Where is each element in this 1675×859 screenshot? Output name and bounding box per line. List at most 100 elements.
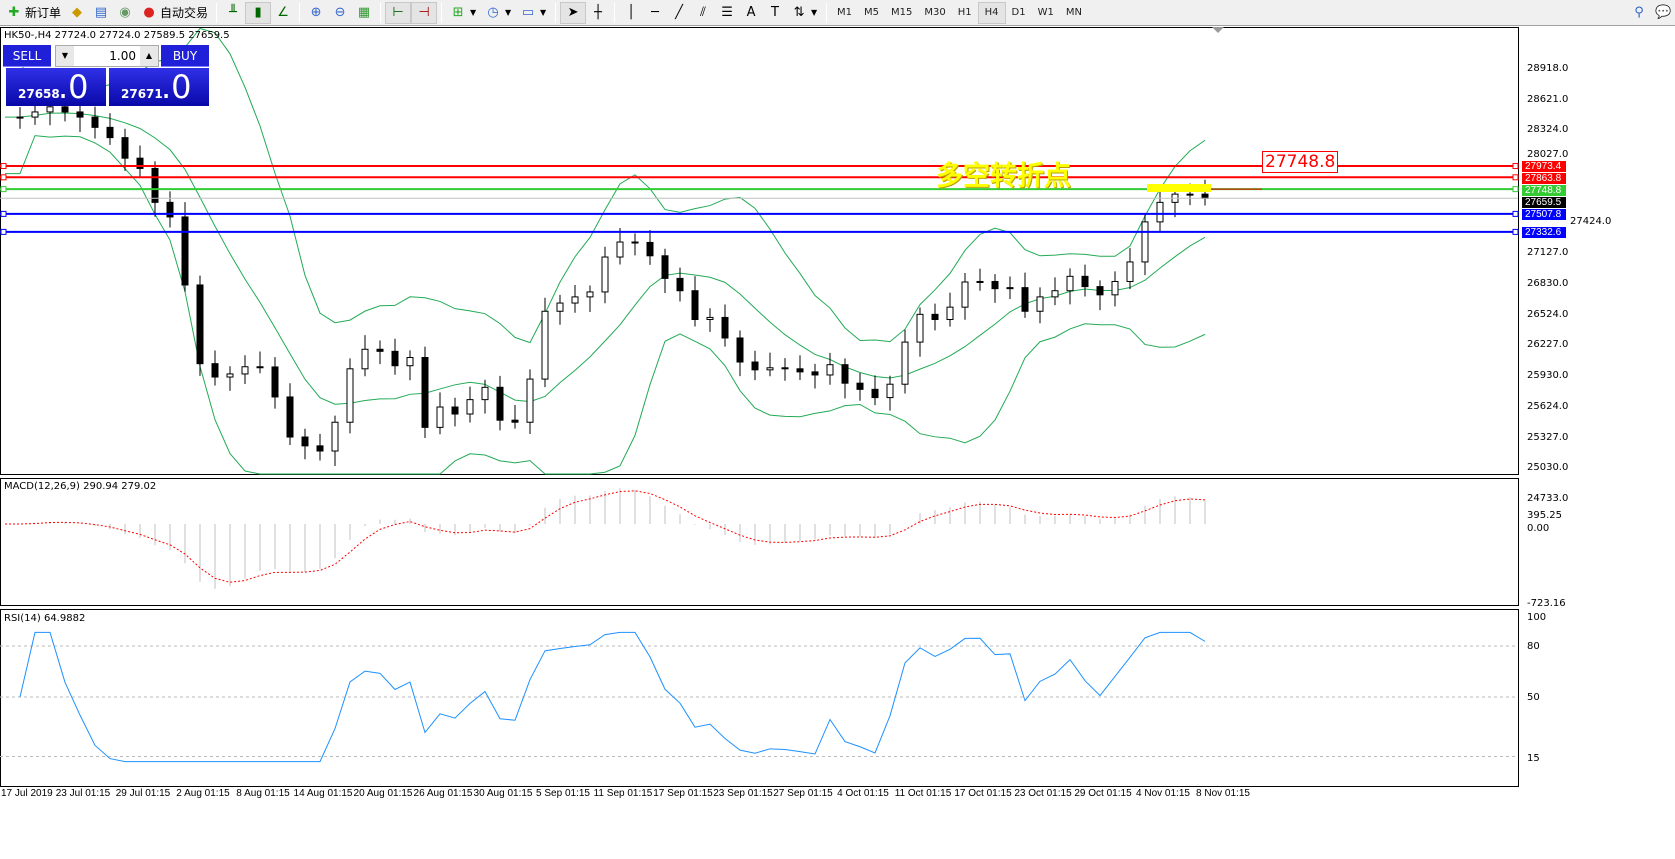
time-axis-label: 27 Sep 01:15 bbox=[773, 788, 833, 799]
level-handle bbox=[1512, 210, 1519, 217]
indicators-button[interactable]: ⊞ ▼ bbox=[446, 2, 481, 24]
decrease-lot-button[interactable]: ▼ bbox=[56, 46, 74, 66]
timeframe-h1[interactable]: H1 bbox=[957, 7, 972, 18]
market-watch-button[interactable]: ◆ bbox=[65, 2, 89, 24]
time-axis-label: 11 Sep 01:15 bbox=[593, 788, 653, 799]
navigator-button[interactable]: ▤ bbox=[89, 2, 113, 24]
rsi-frame bbox=[0, 609, 1519, 787]
macd-axis-label: -723.16 bbox=[1527, 598, 1566, 609]
tile-windows-button[interactable]: ▦ bbox=[352, 2, 376, 24]
chart-shift-marker bbox=[1212, 27, 1224, 33]
increase-lot-button[interactable]: ▲ bbox=[140, 46, 158, 66]
lot-size-stepper[interactable]: ▼ 1.00 ▲ bbox=[55, 45, 159, 67]
horizontal-line-icon: ─ bbox=[651, 4, 659, 20]
macd-signal-line bbox=[5, 490, 1206, 583]
separator bbox=[441, 2, 443, 23]
bear-candle bbox=[661, 255, 669, 279]
bear-candle bbox=[211, 363, 219, 378]
bear-candle bbox=[736, 337, 744, 363]
price-axis-label: 28621.0 bbox=[1527, 93, 1569, 105]
trendline-tool[interactable]: ╱ bbox=[667, 2, 691, 24]
timeframe-m15[interactable]: M15 bbox=[891, 7, 913, 18]
bear-candle bbox=[376, 348, 384, 352]
bull-candle bbox=[556, 302, 564, 312]
macd-label: MACD(12,26,9) 290.94 279.02 bbox=[4, 481, 157, 492]
auto-trading-button[interactable]: ● 自动交易 bbox=[137, 2, 212, 24]
bear-candle bbox=[76, 111, 84, 118]
chart-text-annotation[interactable]: 多空转折点 bbox=[936, 161, 1071, 192]
crosshair-tool[interactable]: ┼ bbox=[586, 2, 610, 24]
bull-candle bbox=[241, 366, 249, 375]
macd-axis-label: 0.00 bbox=[1527, 523, 1550, 534]
chat-icon: 💬 bbox=[1655, 4, 1672, 20]
time-axis-label: 14 Aug 01:15 bbox=[293, 788, 353, 799]
rsi-line bbox=[19, 631, 1206, 763]
time-axis-label: 17 Jul 2019 bbox=[1, 788, 53, 799]
buy-price-big: .0 bbox=[161, 68, 192, 106]
rsi-axis-label: 80 bbox=[1527, 641, 1540, 652]
trendline-icon: ╱ bbox=[675, 4, 683, 20]
chart-shift-button[interactable]: ⊣ bbox=[411, 1, 438, 24]
chat-button[interactable]: 💬 bbox=[1651, 2, 1675, 24]
templates-button[interactable]: ▭ ▼ bbox=[516, 2, 551, 24]
auto-trading-label: 自动交易 bbox=[160, 6, 209, 20]
price-axis-label: 24733.0 bbox=[1527, 492, 1569, 504]
auto-scroll-button[interactable]: ⊢ bbox=[385, 1, 412, 24]
sell-price-button[interactable]: 27658.0 bbox=[6, 68, 106, 106]
vertical-line-tool[interactable]: │ bbox=[619, 2, 643, 24]
bull-candle bbox=[331, 421, 339, 452]
timeframe-m30[interactable]: M30 bbox=[924, 7, 946, 18]
timeframe-mn[interactable]: MN bbox=[1065, 7, 1082, 18]
bear-candle bbox=[421, 357, 429, 428]
cursor-tool[interactable]: ➤ bbox=[560, 1, 587, 24]
price-label-object[interactable]: 27748.8 bbox=[1262, 151, 1339, 173]
timeframe-m5[interactable]: M5 bbox=[864, 7, 880, 18]
bull-candle bbox=[766, 367, 774, 371]
sell-button[interactable]: SELL bbox=[3, 45, 51, 67]
new-order-button[interactable]: ✚ 新订单 bbox=[2, 2, 65, 24]
fibonacci-tool[interactable]: ☰ bbox=[715, 2, 739, 24]
price-axis-label: 27127.0 bbox=[1527, 247, 1569, 258]
horizontal-line-tool[interactable]: ─ bbox=[643, 2, 667, 24]
candlestick-button[interactable]: ▮ bbox=[245, 1, 272, 24]
signals-button[interactable]: ◉ bbox=[113, 2, 137, 24]
bull-candle bbox=[706, 316, 714, 320]
timeframe-w1[interactable]: W1 bbox=[1037, 7, 1054, 18]
time-axis-label: 4 Nov 01:15 bbox=[1136, 788, 1190, 799]
chart-window[interactable] bbox=[0, 27, 1675, 859]
zoom-in-button[interactable]: ⊕ bbox=[304, 2, 328, 24]
label-tool[interactable]: T bbox=[763, 2, 787, 24]
timeframe-m1[interactable]: M1 bbox=[837, 7, 853, 18]
periods-button[interactable]: ◷ ▼ bbox=[481, 2, 516, 24]
line-chart-button[interactable]: ∠ bbox=[271, 2, 295, 24]
zoom-out-button[interactable]: ⊖ bbox=[328, 2, 352, 24]
buy-button[interactable]: BUY bbox=[161, 45, 209, 67]
chart-canvas[interactable] bbox=[0, 27, 1675, 859]
arrows-tool[interactable]: ⇅ ▼ bbox=[787, 2, 822, 24]
timeframe-bar: M1 M5 M15 M30 H1 H4 D1 W1 MN bbox=[831, 1, 1088, 24]
buy-price-button[interactable]: 27671.0 bbox=[109, 68, 209, 106]
bear-candle bbox=[811, 371, 819, 376]
channel-tool[interactable]: ⫽ bbox=[691, 2, 715, 24]
bear-candle bbox=[931, 313, 939, 320]
price-axis-label: 27424.0 bbox=[1570, 216, 1612, 228]
timeframe-h4[interactable]: H4 bbox=[977, 1, 1006, 24]
bollinger-lower bbox=[5, 135, 1206, 475]
text-tool[interactable]: A bbox=[739, 2, 763, 24]
bear-candle bbox=[781, 367, 789, 370]
separator bbox=[614, 2, 616, 23]
search-button[interactable]: ⚲ bbox=[1627, 2, 1651, 24]
line-chart-icon: ∠ bbox=[277, 4, 289, 20]
time-axis-label: 30 Aug 01:15 bbox=[473, 788, 533, 799]
bar-chart-button[interactable]: ╨ bbox=[221, 2, 245, 24]
bull-candle bbox=[616, 241, 624, 258]
time-axis-label: 11 Oct 01:15 bbox=[894, 788, 952, 799]
text-icon: A bbox=[746, 4, 756, 20]
bear-candle bbox=[1081, 275, 1089, 288]
timeframe-d1[interactable]: D1 bbox=[1011, 7, 1026, 18]
time-axis-label: 29 Oct 01:15 bbox=[1074, 788, 1132, 799]
time-axis-label: 23 Jul 01:15 bbox=[55, 788, 111, 799]
macd-axis-label: 395.25 bbox=[1527, 510, 1562, 521]
lot-size-input[interactable]: 1.00 bbox=[109, 49, 136, 63]
level-price-tag: 27659.5 bbox=[1522, 197, 1566, 209]
